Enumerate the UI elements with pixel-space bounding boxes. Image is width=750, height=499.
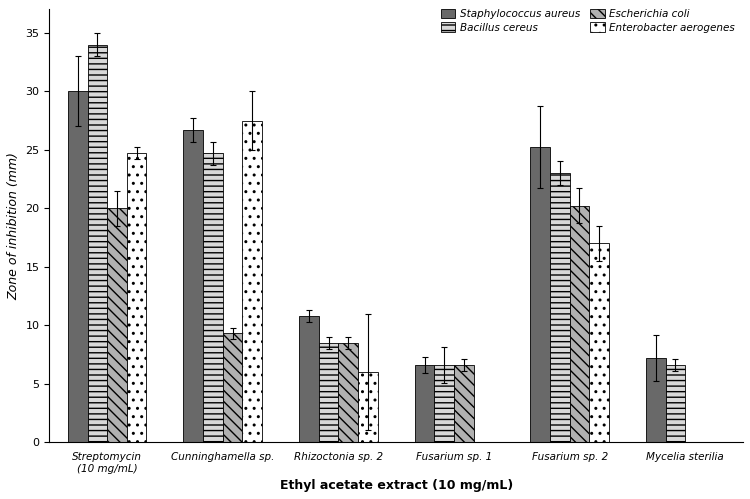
Bar <box>590 244 609 442</box>
Bar <box>646 358 665 442</box>
Bar <box>184 130 203 442</box>
Bar <box>665 365 686 442</box>
Bar <box>434 365 454 442</box>
Bar <box>319 343 338 442</box>
Bar <box>358 372 378 442</box>
Legend: Staphylococcus aureus, Bacillus cereus, Escherichia coli, Enterobacter aerogenes: Staphylococcus aureus, Bacillus cereus, … <box>438 6 738 36</box>
Bar <box>415 365 434 442</box>
Bar <box>223 333 242 442</box>
Bar <box>530 147 550 442</box>
Bar <box>203 153 223 442</box>
Bar <box>88 44 107 442</box>
X-axis label: Ethyl acetate extract (10 mg/mL): Ethyl acetate extract (10 mg/mL) <box>280 479 513 492</box>
Bar <box>454 365 474 442</box>
Bar <box>127 153 146 442</box>
Bar <box>338 343 358 442</box>
Bar <box>550 173 570 442</box>
Y-axis label: Zone of inhibition (mm): Zone of inhibition (mm) <box>7 152 20 300</box>
Bar <box>107 208 127 442</box>
Bar <box>299 316 319 442</box>
Bar <box>68 91 88 442</box>
Bar <box>570 206 590 442</box>
Bar <box>242 121 262 442</box>
